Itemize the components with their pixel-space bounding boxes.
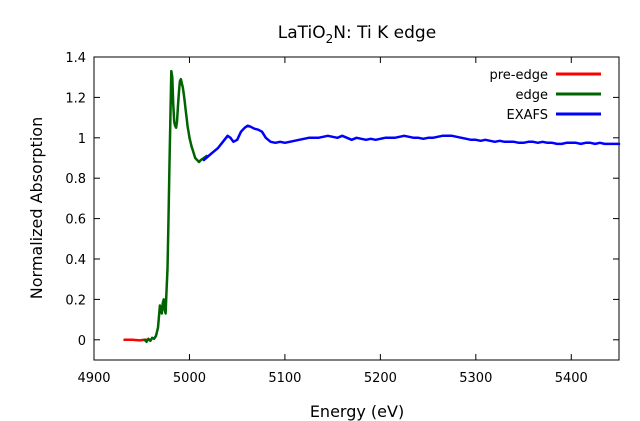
y-tick-label: 1 — [78, 132, 86, 147]
chart-title-subscript: 2 — [326, 32, 334, 46]
legend-label-exafs: EXAFS — [506, 108, 548, 123]
chart-title-suffix: N: Ti K edge — [333, 23, 436, 43]
x-tick-label: 5300 — [459, 371, 492, 386]
y-tick-label: 1.2 — [65, 91, 86, 106]
x-tick-label: 5100 — [268, 371, 301, 386]
x-tick-label: 5400 — [555, 371, 588, 386]
y-axis-label: Normalized Absorption — [27, 117, 46, 299]
legend: pre-edge edge EXAFS — [490, 68, 601, 123]
x-axis-label: Energy (eV) — [310, 402, 404, 421]
y-tick-label: 0.4 — [65, 253, 86, 268]
x-tick-label: 5000 — [173, 371, 206, 386]
y-tick-label: 0.2 — [65, 293, 86, 308]
chart-title-prefix: LaTiO — [278, 23, 326, 43]
axis-ticks: 4900 5000 5100 5200 5300 5400 0 0.2 0.4 0.6 0.8 1 1.… — [65, 51, 619, 386]
y-tick-label: 0.8 — [65, 172, 86, 187]
plot-frame — [93, 56, 620, 361]
series-lines — [123, 69, 621, 344]
x-tick-label: 4900 — [77, 371, 110, 386]
y-tick-label: 0 — [78, 334, 86, 349]
x-tick-label: 5200 — [364, 371, 397, 386]
chart-title: LaTiO2N: Ti K edge — [278, 23, 436, 46]
y-tick-label: 0.6 — [65, 213, 86, 228]
legend-label-edge: edge — [516, 88, 549, 103]
y-tick-label: 1.4 — [65, 51, 86, 66]
series-line-exafs — [202, 124, 621, 162]
legend-label-pre-edge: pre-edge — [490, 68, 549, 83]
series-line-edge — [143, 69, 208, 344]
